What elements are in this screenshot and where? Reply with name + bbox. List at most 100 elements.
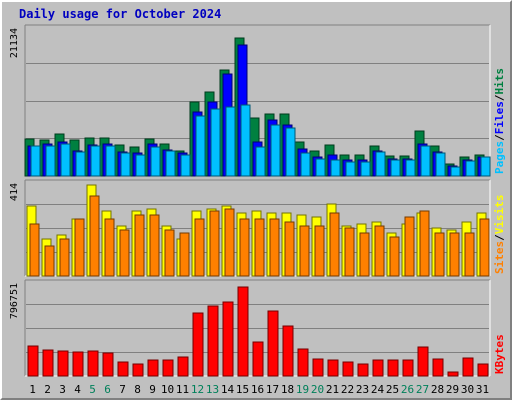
bar-sites-day-1 bbox=[29, 223, 40, 277]
bar-kbytes-day-16 bbox=[252, 341, 264, 377]
bar-pages-day-15 bbox=[240, 104, 251, 177]
legend-separator: / bbox=[493, 234, 506, 241]
bar-sites-day-19 bbox=[299, 225, 310, 277]
bar-kbytes-day-21 bbox=[327, 359, 339, 377]
bar-pages-day-2 bbox=[45, 145, 56, 177]
bar-pages-day-3 bbox=[60, 143, 71, 177]
bar-pages-day-29 bbox=[450, 166, 461, 177]
x-tick-day-30: 30 bbox=[461, 383, 474, 396]
x-tick-day-14: 14 bbox=[221, 383, 235, 396]
bar-pages-day-19 bbox=[300, 152, 311, 177]
bar-pages-day-18 bbox=[285, 127, 296, 177]
bar-kbytes-day-4 bbox=[72, 351, 84, 377]
bar-pages-day-1 bbox=[30, 145, 41, 177]
bar-pages-day-31 bbox=[480, 156, 491, 177]
bar-sites-day-10 bbox=[164, 229, 175, 277]
bar-pages-day-21 bbox=[330, 159, 341, 177]
bar-sites-day-21 bbox=[329, 212, 340, 277]
bar-sites-day-29 bbox=[449, 232, 460, 277]
panel-top-legend: Pages/Files/Hits bbox=[493, 68, 506, 174]
x-tick-day-18: 18 bbox=[281, 383, 294, 396]
legend-kbytes: KBytes bbox=[493, 334, 506, 374]
legend-sites: Sites bbox=[493, 241, 506, 274]
x-tick-day-29: 29 bbox=[446, 383, 459, 396]
x-tick-day-19: 19 bbox=[296, 383, 309, 396]
bar-pages-day-6 bbox=[105, 145, 116, 177]
bar-kbytes-day-31 bbox=[477, 363, 489, 377]
legend-visits: Visits bbox=[493, 195, 506, 235]
bar-kbytes-day-3 bbox=[57, 350, 69, 377]
bar-pages-day-20 bbox=[315, 158, 326, 177]
bar-pages-day-9 bbox=[150, 146, 161, 177]
bar-kbytes-day-1 bbox=[27, 345, 39, 377]
x-tick-day-26: 26 bbox=[401, 383, 414, 396]
bar-kbytes-day-8 bbox=[132, 363, 144, 377]
x-tick-day-5: 5 bbox=[89, 383, 96, 396]
legend-files: Files bbox=[493, 101, 506, 134]
bar-sites-day-3 bbox=[59, 238, 70, 277]
x-tick-day-6: 6 bbox=[104, 383, 111, 396]
x-tick-day-28: 28 bbox=[431, 383, 444, 396]
bar-pages-day-12 bbox=[195, 115, 206, 177]
bar-kbytes-day-12 bbox=[192, 312, 204, 377]
bar-sites-day-6 bbox=[104, 218, 115, 277]
bar-kbytes-day-24 bbox=[372, 359, 384, 377]
bar-sites-day-31 bbox=[479, 218, 490, 277]
bar-pages-day-17 bbox=[270, 124, 281, 177]
bar-sites-day-13 bbox=[209, 210, 220, 277]
bar-pages-day-4 bbox=[75, 151, 86, 177]
bar-sites-day-8 bbox=[134, 214, 145, 277]
bar-sites-day-9 bbox=[149, 214, 160, 277]
bar-pages-day-28 bbox=[435, 152, 446, 177]
x-tick-day-16: 16 bbox=[251, 383, 264, 396]
bar-sites-day-28 bbox=[434, 232, 445, 277]
bar-pages-day-27 bbox=[420, 145, 431, 177]
panel-top-max-label: 21134 bbox=[9, 28, 20, 58]
bar-pages-day-16 bbox=[255, 146, 266, 177]
bar-pages-day-11 bbox=[180, 154, 191, 177]
bar-pages-day-10 bbox=[165, 150, 176, 177]
bar-kbytes-day-29 bbox=[447, 371, 459, 377]
panel-middle-max-label: 414 bbox=[9, 183, 20, 201]
x-tick-day-24: 24 bbox=[371, 383, 385, 396]
bar-sites-day-12 bbox=[194, 218, 205, 277]
legend-separator: / bbox=[493, 94, 506, 101]
panel-bottom-legend: KBytes bbox=[493, 334, 506, 374]
bar-sites-day-7 bbox=[119, 229, 130, 277]
bar-sites-day-15 bbox=[239, 218, 250, 277]
x-tick-day-21: 21 bbox=[326, 383, 339, 396]
legend-hits: Hits bbox=[493, 68, 506, 95]
bar-kbytes-day-17 bbox=[267, 310, 279, 377]
bar-kbytes-day-5 bbox=[87, 350, 99, 377]
x-tick-day-25: 25 bbox=[386, 383, 399, 396]
bar-sites-day-16 bbox=[254, 218, 265, 277]
bar-kbytes-day-14 bbox=[222, 301, 234, 377]
legend-pages: Pages bbox=[493, 141, 506, 174]
bar-kbytes-day-7 bbox=[117, 361, 129, 377]
bar-pages-day-13 bbox=[210, 108, 221, 177]
x-tick-day-3: 3 bbox=[59, 383, 66, 396]
x-tick-day-11: 11 bbox=[176, 383, 189, 396]
bar-kbytes-day-9 bbox=[147, 359, 159, 377]
x-tick-day-17: 17 bbox=[266, 383, 279, 396]
x-tick-day-20: 20 bbox=[311, 383, 324, 396]
bar-sites-day-20 bbox=[314, 225, 325, 277]
bar-sites-day-14 bbox=[224, 208, 235, 277]
bar-pages-day-7 bbox=[120, 152, 131, 177]
bar-sites-day-27 bbox=[419, 210, 430, 277]
bar-sites-day-24 bbox=[374, 225, 385, 277]
bar-kbytes-day-26 bbox=[402, 359, 414, 377]
bar-sites-day-30 bbox=[464, 232, 475, 277]
x-tick-day-13: 13 bbox=[206, 383, 219, 396]
bar-pages-day-30 bbox=[465, 160, 476, 177]
panel-middle-legend: Sites/Visits bbox=[493, 195, 506, 275]
x-tick-day-8: 8 bbox=[134, 383, 141, 396]
panel-bottom-max-label: 796751 bbox=[9, 283, 20, 319]
bar-sites-day-4 bbox=[74, 218, 85, 277]
x-tick-day-22: 22 bbox=[341, 383, 354, 396]
x-tick-day-23: 23 bbox=[356, 383, 369, 396]
bar-sites-day-11 bbox=[179, 232, 190, 277]
bar-kbytes-day-25 bbox=[387, 359, 399, 377]
bar-kbytes-day-22 bbox=[342, 361, 354, 377]
